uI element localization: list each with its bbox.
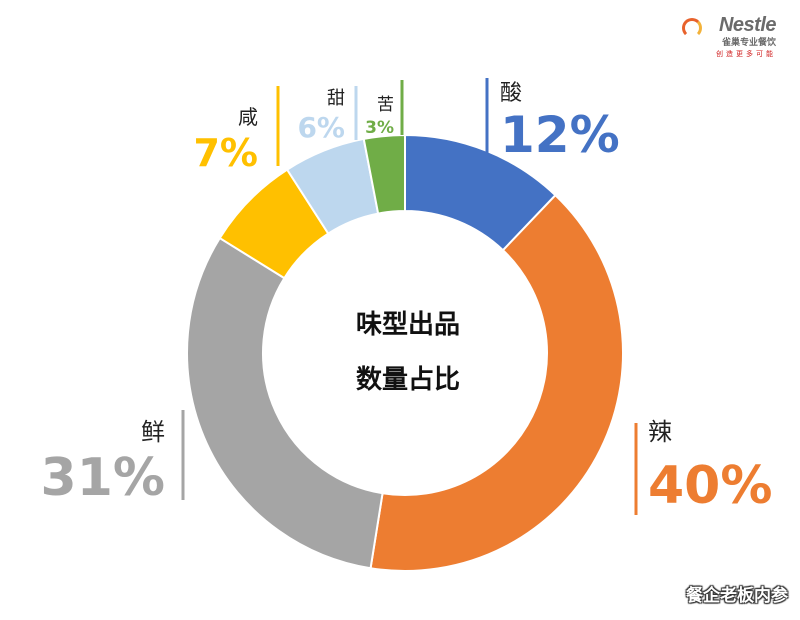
slice-label-0: 酸 — [500, 81, 522, 106]
slice-value-4: 6% — [297, 111, 345, 144]
nestle-logo: Nestle 雀巢专业餐饮 创造更多可能 — [682, 14, 777, 59]
logo-slogan: 创造更多可能 — [716, 50, 776, 58]
slice-1 — [369, 193, 624, 572]
slice-value-5: 3% — [365, 118, 394, 138]
center-text-line2: 数量占比 — [356, 365, 460, 395]
watermark: 餐企老板内参 — [686, 586, 788, 606]
slice-2 — [186, 236, 384, 570]
slice-label-2: 鲜 — [141, 418, 165, 446]
slice-value-1: 40% — [648, 456, 772, 516]
logo-swirl-icon — [682, 18, 702, 38]
slice-label-1: 辣 — [648, 418, 672, 446]
slice-label-5: 苦 — [377, 95, 394, 115]
slice-value-3: 7% — [193, 131, 258, 175]
center-text-line1: 味型出品 — [356, 310, 460, 340]
slice-5 — [362, 133, 406, 215]
slice-label-3: 咸 — [238, 105, 258, 129]
slice-label-4: 甜 — [327, 88, 345, 109]
logo-subtitle: 雀巢专业餐饮 — [721, 38, 776, 48]
logo-brand: Nestle — [718, 14, 777, 36]
slice-value-0: 12% — [500, 106, 620, 164]
slice-value-2: 31% — [41, 448, 165, 508]
donut-slices — [186, 133, 624, 572]
slice-labels: 酸12% 辣 40% 鲜31% 咸7% 甜6% 苦 3% — [41, 78, 772, 516]
